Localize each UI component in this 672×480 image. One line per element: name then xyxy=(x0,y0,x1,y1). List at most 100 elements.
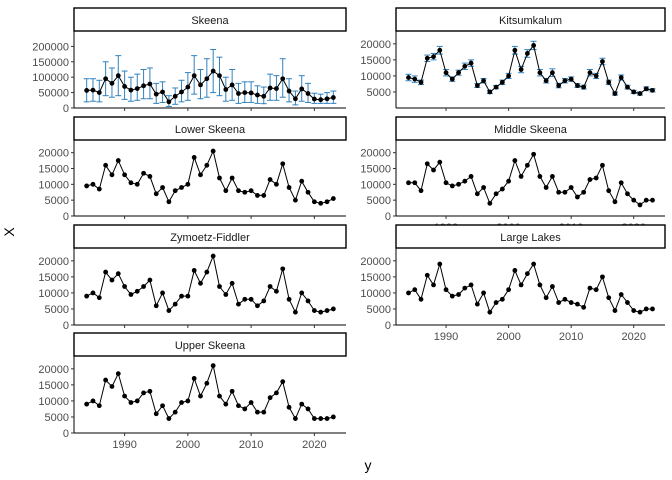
data-point xyxy=(593,287,599,293)
data-point xyxy=(134,398,140,404)
data-point xyxy=(481,290,486,296)
data-point xyxy=(84,183,90,189)
data-point xyxy=(625,191,630,197)
data-point xyxy=(128,180,134,186)
x-tick-label: 2000 xyxy=(176,439,200,451)
data-point xyxy=(412,76,418,82)
data-point xyxy=(160,403,165,409)
data-point xyxy=(412,180,418,186)
facet-title: Upper Skeena xyxy=(175,340,246,352)
y-tick-label: 150000 xyxy=(32,57,69,69)
data-point xyxy=(481,185,486,190)
data-point xyxy=(166,199,172,205)
data-point xyxy=(248,296,254,302)
data-point xyxy=(431,282,436,288)
y-tick-label: 10000 xyxy=(360,288,391,300)
data-point xyxy=(179,400,184,405)
data-point xyxy=(267,177,273,182)
data-point xyxy=(204,162,210,168)
data-point xyxy=(198,393,203,399)
facet-title: Lower Skeena xyxy=(175,124,246,136)
data-point xyxy=(128,87,134,93)
data-point xyxy=(217,393,222,399)
data-point xyxy=(487,309,493,315)
facet-strip xyxy=(73,116,347,141)
data-point xyxy=(524,271,530,277)
y-tick-label: 20000 xyxy=(360,148,391,160)
data-point xyxy=(223,188,229,194)
y-tick-label: 10000 xyxy=(360,71,391,83)
y-tick-label: 15000 xyxy=(360,164,391,176)
y-tick-label: 0 xyxy=(63,211,69,223)
data-point xyxy=(274,288,279,294)
data-point xyxy=(587,177,593,182)
facet-title: Skeena xyxy=(191,15,229,27)
data-point xyxy=(531,151,537,157)
data-point xyxy=(499,296,505,302)
data-point xyxy=(115,158,121,163)
data-point xyxy=(543,185,549,190)
data-point xyxy=(418,296,424,302)
data-point xyxy=(449,293,455,299)
data-point xyxy=(506,287,512,293)
data-point xyxy=(549,70,555,76)
data-point xyxy=(311,416,317,421)
series-line xyxy=(408,44,653,95)
facet-panel: Kitsumkalum 5000 10000 15000 20000 xyxy=(360,7,666,111)
data-point xyxy=(128,292,134,297)
facet-title: Middle Skeena xyxy=(494,124,568,136)
x-tick-label: 1990 xyxy=(434,331,458,343)
data-point xyxy=(141,83,146,89)
data-point xyxy=(109,172,115,178)
data-point xyxy=(280,161,286,167)
y-tick-label: 5000 xyxy=(367,87,391,99)
data-point xyxy=(637,309,643,315)
data-point xyxy=(236,301,241,307)
data-point xyxy=(147,174,153,179)
data-point xyxy=(286,296,292,302)
data-point xyxy=(524,51,530,56)
data-point xyxy=(581,84,587,90)
data-point xyxy=(134,181,140,187)
data-point xyxy=(191,73,197,79)
data-point xyxy=(481,78,486,84)
data-point xyxy=(90,181,96,187)
data-point xyxy=(449,183,455,189)
data-point xyxy=(468,60,474,66)
data-point xyxy=(575,194,580,200)
data-point xyxy=(96,295,102,301)
data-point xyxy=(443,70,449,76)
data-point xyxy=(122,84,128,89)
data-point xyxy=(109,384,115,389)
facet-strip xyxy=(395,116,666,141)
data-point xyxy=(299,178,305,184)
data-point xyxy=(437,159,443,165)
data-point xyxy=(115,371,121,377)
data-point xyxy=(556,300,562,305)
data-point xyxy=(575,301,580,307)
data-point xyxy=(274,390,279,396)
data-point xyxy=(248,188,254,194)
facet-panel: Large Lakes 0 5000 10000 15000 20000 1990 2000 2… xyxy=(360,224,666,343)
data-point xyxy=(229,82,235,88)
data-point xyxy=(274,86,279,91)
data-point xyxy=(185,84,191,90)
data-point xyxy=(424,272,430,278)
y-tick-label: 10000 xyxy=(360,179,391,191)
data-point xyxy=(568,300,574,305)
data-point xyxy=(153,303,159,309)
data-point xyxy=(593,175,599,181)
data-point xyxy=(280,76,286,82)
data-point xyxy=(650,197,655,203)
data-point xyxy=(84,88,90,93)
data-point xyxy=(223,87,229,92)
data-point xyxy=(330,95,336,100)
data-point xyxy=(115,73,121,79)
data-point xyxy=(625,300,630,305)
data-point xyxy=(600,59,605,64)
facet-strip xyxy=(73,7,347,32)
data-point xyxy=(318,416,324,421)
data-point xyxy=(575,83,580,88)
data-point xyxy=(255,92,260,98)
y-tick-label: 0 xyxy=(63,103,69,115)
